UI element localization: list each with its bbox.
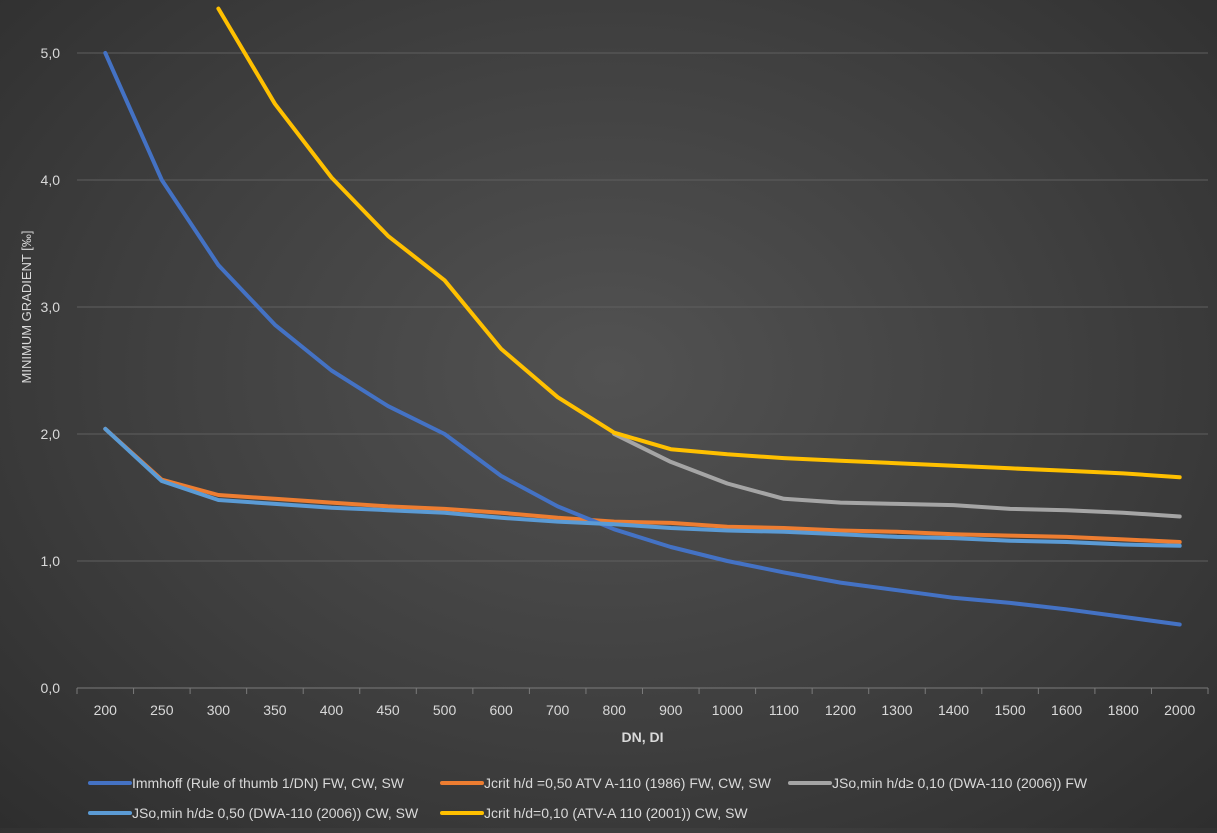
legend-item: Jcrit h/d=0,10 (ATV-A 110 (2001)) CW, SW	[440, 805, 748, 821]
x-tick-label: 2000	[1164, 702, 1195, 718]
legend-item: JSo,min h/d≥ 0,10 (DWA-110 (2006)) FW	[788, 775, 1088, 791]
x-tick-label: 1600	[1051, 702, 1082, 718]
y-axis-title: MINIMUM GRADIENT [‰]	[19, 231, 34, 384]
y-tick-label: 5,0	[41, 45, 61, 61]
x-tick-label: 600	[489, 702, 513, 718]
series-line-2	[612, 432, 1182, 519]
x-tick-label: 700	[546, 702, 570, 718]
legend-item: Jcrit h/d =0,50 ATV A-110 (1986) FW, CW,…	[440, 775, 772, 791]
y-tick-label: 3,0	[41, 299, 61, 315]
legend-label: JSo,min h/d≥ 0,50 (DWA-110 (2006)) CW, S…	[132, 805, 419, 821]
x-tick-label: 900	[659, 702, 683, 718]
series-line-1	[103, 426, 1182, 544]
x-tick-label: 400	[320, 702, 344, 718]
legend: Immhoff (Rule of thumb 1/DN) FW, CW, SW J…	[88, 775, 1088, 821]
axes: 0,0 1,0 2,0 3,0 4,0 5,0 200 250 300 350 400 450 500 6…	[19, 45, 1209, 745]
x-tick-label: 1300	[881, 702, 912, 718]
x-tick-label: 1100	[769, 702, 799, 718]
y-tick-label: 4,0	[41, 172, 61, 188]
legend-label: JSo,min h/d≥ 0,10 (DWA-110 (2006)) FW	[832, 775, 1088, 791]
series-line-4	[216, 6, 1182, 480]
legend-item: JSo,min h/d≥ 0,50 (DWA-110 (2006)) CW, S…	[88, 805, 419, 821]
x-tick-label: 500	[433, 702, 457, 718]
x-tick-label: 1400	[938, 702, 969, 718]
legend-label: Jcrit h/d =0,50 ATV A-110 (1986) FW, CW,…	[484, 775, 772, 791]
x-tick-label: 1800	[1108, 702, 1139, 718]
x-tick-label: 1000	[712, 702, 743, 718]
x-tick-label: 1500	[994, 702, 1025, 718]
x-tick-label: 250	[150, 702, 174, 718]
x-tick-label: 300	[207, 702, 231, 718]
legend-item: Immhoff (Rule of thumb 1/DN) FW, CW, SW	[88, 775, 405, 791]
x-tick-label: 200	[94, 702, 118, 718]
series-lines	[103, 6, 1182, 627]
y-tick-label: 0,0	[41, 680, 61, 696]
gridlines	[77, 52, 1208, 689]
x-tick-label: 350	[263, 702, 287, 718]
x-axis-title: DN, DI	[622, 729, 664, 745]
x-tick-label: 1200	[825, 702, 856, 718]
x-tick-label: 450	[376, 702, 400, 718]
y-tick-label: 2,0	[41, 426, 61, 442]
series-line-0	[103, 51, 1182, 627]
series-line-3	[103, 426, 1182, 548]
legend-label: Immhoff (Rule of thumb 1/DN) FW, CW, SW	[132, 775, 405, 791]
legend-label: Jcrit h/d=0,10 (ATV-A 110 (2001)) CW, SW	[484, 805, 748, 821]
x-tick-label: 800	[603, 702, 627, 718]
y-tick-label: 1,0	[41, 553, 61, 569]
